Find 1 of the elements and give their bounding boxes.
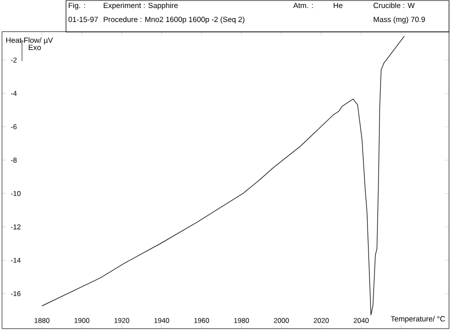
line-series	[42, 36, 405, 316]
